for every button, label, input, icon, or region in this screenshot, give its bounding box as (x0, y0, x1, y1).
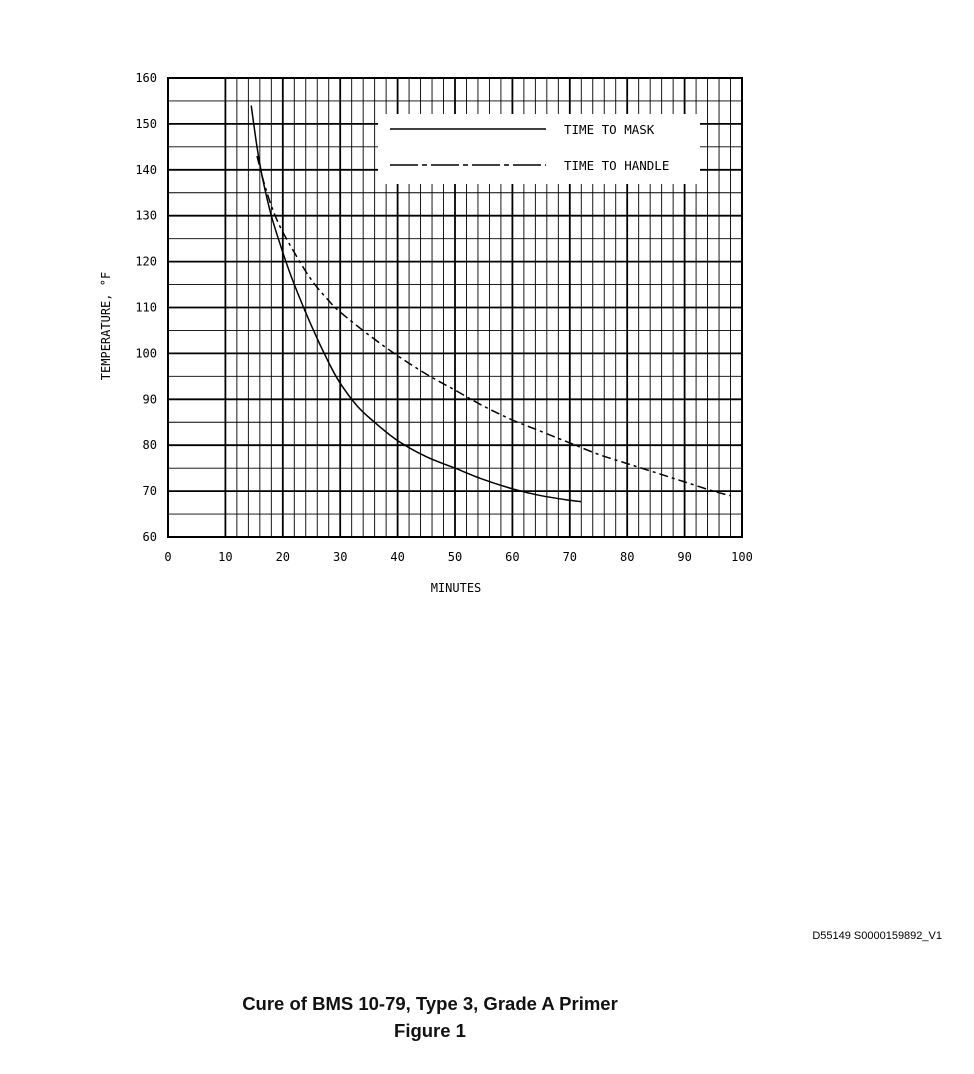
tick-labels: 0 10 20 30 40 50 60 70 80 90 100 60 70 80 90 100 110 120 1… (135, 71, 753, 564)
figure-caption: Cure of BMS 10-79, Type 3, Grade A Prime… (180, 990, 680, 1044)
y-tick-label: 60 (143, 530, 157, 544)
legend-label-2: TIME TO HANDLE (564, 158, 669, 173)
y-tick-label: 70 (143, 484, 157, 498)
y-tick-label: 160 (135, 71, 157, 85)
x-tick-label: 60 (505, 550, 519, 564)
document-id: D55149 S0000159892_V1 (812, 930, 942, 942)
caption-figure-number: Figure 1 (394, 1020, 466, 1041)
x-tick-label: 40 (390, 550, 404, 564)
x-tick-label: 70 (563, 550, 577, 564)
y-axis-title: TEMPERATURE, °F (99, 272, 113, 380)
plot-frame (167, 77, 743, 538)
legend-label-1: TIME TO MASK (564, 122, 655, 137)
legend: TIME TO MASK TIME TO HANDLE (378, 114, 700, 184)
y-tick-label: 80 (143, 438, 157, 452)
x-tick-label: 100 (731, 550, 753, 564)
legend-box (378, 114, 700, 184)
x-tick-label: 90 (677, 550, 691, 564)
x-axis-title: MINUTES (431, 581, 482, 595)
x-tick-label: 80 (620, 550, 634, 564)
series-line-2 (256, 155, 731, 497)
grid (167, 77, 743, 538)
x-tick-label: 20 (276, 550, 290, 564)
x-tick-label: 0 (164, 550, 171, 564)
y-tick-label: 100 (135, 346, 157, 360)
y-tick-label: 90 (143, 392, 157, 406)
y-tick-label: 110 (135, 301, 157, 315)
series-lines (250, 105, 731, 503)
x-tick-label: 50 (448, 550, 462, 564)
y-tick-label: 130 (135, 209, 157, 223)
y-tick-label: 140 (135, 163, 157, 177)
caption-title: Cure of BMS 10-79, Type 3, Grade A Prime… (242, 993, 618, 1014)
y-tick-label: 150 (135, 117, 157, 131)
y-tick-label: 120 (135, 255, 157, 269)
x-tick-label: 10 (218, 550, 232, 564)
series-line-1 (250, 105, 582, 503)
x-tick-label: 30 (333, 550, 347, 564)
